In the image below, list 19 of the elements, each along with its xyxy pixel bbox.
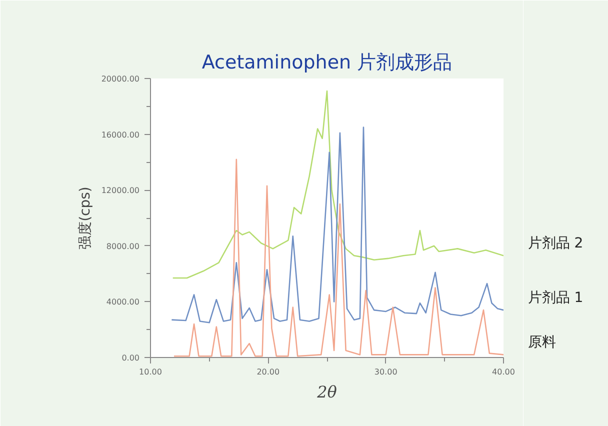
x-tick-label: 10.00	[139, 368, 162, 376]
series-label: 原料	[528, 334, 556, 351]
y-tick-label: 4000.00	[106, 298, 140, 307]
line-series	[172, 90, 504, 279]
line-series	[171, 126, 504, 324]
y-tick-label: 0.00	[122, 354, 140, 362]
y-axis-title: 强度(cps)	[77, 186, 94, 250]
y-tick-label: 16000.00	[101, 130, 140, 140]
x-tick-label: 40.00	[492, 368, 515, 376]
series-label: 片剂品 2	[528, 236, 584, 252]
x-tick-label: 30.00	[374, 368, 398, 376]
y-tick-label: 8000.00	[106, 242, 140, 251]
chart-title: Acetaminophen 片剂成形品	[202, 52, 452, 74]
x-axis-title: 2θ	[316, 382, 338, 402]
series-label: 片剂品 1	[528, 290, 584, 306]
y-tick-label: 20000.00	[101, 74, 140, 84]
x-tick-label: 20.00	[256, 368, 280, 376]
line-series	[173, 158, 504, 357]
y-tick-label: 12000.00	[101, 186, 140, 196]
